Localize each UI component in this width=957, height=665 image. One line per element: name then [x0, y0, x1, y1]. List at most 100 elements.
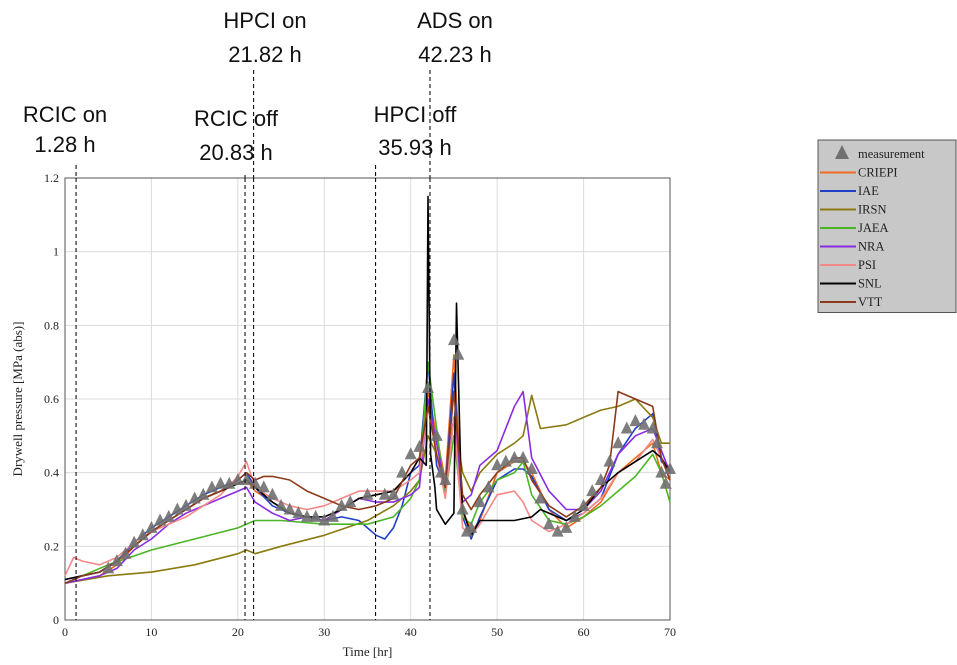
legend-label-measurement: measurement: [858, 147, 925, 161]
measurement-point: [136, 528, 149, 541]
measurement-layer: [102, 333, 676, 574]
measurement-point: [659, 476, 672, 489]
measurement-point: [154, 513, 167, 526]
plot-frame: [64, 177, 671, 621]
measurement-point: [434, 465, 447, 478]
measurement-point: [180, 498, 192, 511]
legend-label-iae: IAE: [858, 184, 879, 198]
x-axis-label: Time [hr]: [343, 644, 393, 659]
measurement-point: [586, 484, 599, 497]
measurement-point: [361, 487, 374, 500]
series-line-vtt: [64, 390, 671, 584]
legend-label-nra: NRA: [858, 240, 884, 254]
y-tick-label: 1.2: [44, 171, 59, 185]
measurement-point: [629, 414, 642, 427]
legend: measurement CRIEPI IAE IRSN JAEA NRA PSI SNL VTT: [817, 139, 957, 313]
measurement-point: [205, 480, 218, 493]
x-tick-label: 30: [318, 625, 330, 639]
measurement-point: [517, 450, 530, 463]
measurement-point: [594, 473, 607, 486]
event-time-label: 21.82 h: [228, 42, 301, 67]
measurement-point: [326, 509, 339, 522]
event-label: RCIC on: [23, 102, 107, 127]
measurement-point: [231, 473, 244, 486]
y-tick-label: 0: [53, 613, 59, 627]
legend-label-psi: PSI: [858, 258, 876, 272]
x-axis-ticks: 0 10 20 30 40 50 60 70: [62, 625, 676, 639]
series-line-snl: [64, 195, 671, 581]
measurement-point: [543, 517, 555, 530]
measurement-point: [404, 447, 417, 460]
measurement-point: [188, 491, 201, 504]
legend-label-criepi: CRIEPI: [858, 166, 898, 180]
measurement-point: [651, 436, 664, 449]
event-label: HPCI off: [374, 102, 458, 127]
measurement-point: [612, 436, 625, 449]
event-time-label: 35.93 h: [378, 135, 451, 160]
y-tick-label: 0.4: [44, 466, 59, 480]
x-tick-label: 20: [232, 625, 244, 639]
measurement-point: [413, 439, 426, 452]
series-line-nra: [64, 390, 671, 584]
legend-label-irsn: IRSN: [858, 203, 886, 217]
measurement-point: [422, 380, 434, 393]
measurement-point: [577, 498, 590, 511]
y-axis-ticks: 0 0.2 0.4 0.6 0.8 1 1.2: [44, 171, 59, 627]
y-axis-label: Drywell pressure [MPa (abs)]: [10, 322, 25, 477]
measurement-point: [560, 520, 573, 533]
measurement-point: [344, 495, 357, 508]
measurement-point: [473, 495, 486, 508]
measurement-point: [223, 476, 236, 489]
measurement-point: [249, 476, 262, 489]
measurement-point: [240, 473, 253, 486]
event-label: ADS on: [417, 8, 493, 33]
y-tick-label: 1: [53, 245, 59, 259]
legend-label-snl: SNL: [858, 277, 882, 291]
measurement-point: [257, 480, 270, 493]
measurement-point: [214, 476, 227, 489]
legend-label-vtt: VTT: [858, 295, 883, 309]
measurement-point: [335, 498, 348, 511]
measurement-point: [638, 417, 651, 430]
measurement-point: [456, 502, 469, 515]
measurement-point: [447, 333, 460, 346]
measurement-point: [491, 458, 504, 471]
measurement-point: [396, 465, 409, 478]
measurement-point: [646, 421, 659, 434]
measurement-point: [301, 509, 313, 522]
event-label: RCIC off: [194, 106, 279, 131]
measurement-point: [318, 513, 331, 526]
measurement-point: [655, 465, 668, 478]
y-tick-label: 0.8: [44, 318, 59, 332]
event-markers: RCIC on 1.28 h RCIC off 20.83 h HPCI on 21.82…: [23, 8, 493, 620]
measurement-point: [378, 487, 391, 500]
y-tick-label: 0.6: [44, 392, 59, 406]
measurement-point: [171, 502, 184, 515]
series-line-psi: [64, 405, 671, 577]
event-time-label: 20.83 h: [199, 140, 272, 165]
measurement-point: [568, 509, 581, 522]
legend-label-jaea: JAEA: [858, 221, 889, 235]
measurement-point: [603, 454, 616, 467]
measurement-point: [508, 450, 521, 463]
x-tick-label: 40: [405, 625, 417, 639]
measurement-point: [292, 506, 305, 519]
x-tick-label: 10: [145, 625, 157, 639]
measurement-point: [452, 347, 465, 360]
measurement-point: [145, 520, 158, 533]
legend-marker-measurement: [835, 145, 849, 159]
x-tick-label: 0: [62, 625, 68, 639]
measurement-point: [128, 535, 141, 548]
measurement-point: [551, 524, 564, 537]
measurement-point: [499, 454, 512, 467]
event-time-label: 1.28 h: [34, 132, 95, 157]
measurement-point: [534, 491, 547, 504]
measurement-point: [283, 502, 296, 515]
measurement-point: [162, 509, 175, 522]
measurement-point: [110, 554, 123, 567]
series-line-iae: [64, 361, 671, 581]
measurement-point: [275, 498, 288, 511]
measurement-point: [102, 561, 115, 574]
measurement-point: [525, 461, 538, 474]
event-label: HPCI on: [223, 8, 306, 33]
